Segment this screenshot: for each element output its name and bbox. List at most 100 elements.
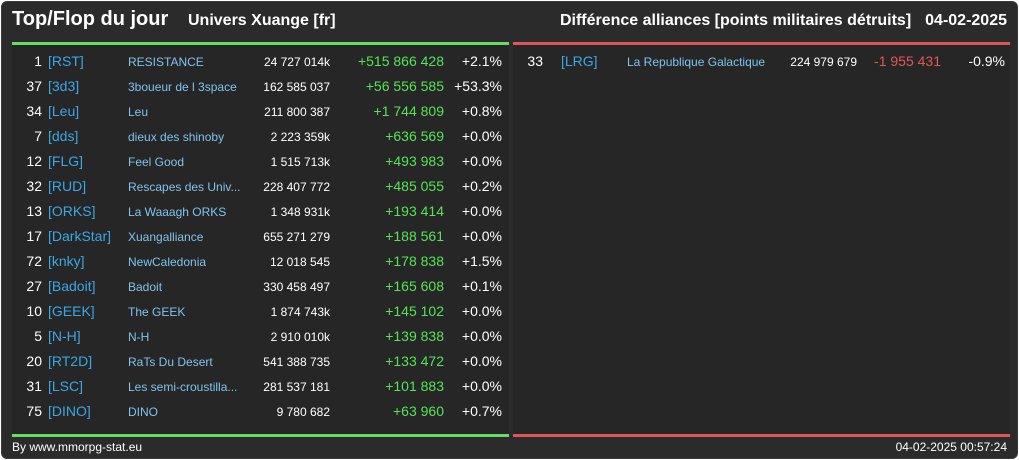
top-row: 20 [RT2D] RaTs Du Desert 541 388 735 +133 47… (12, 349, 509, 374)
universe-label: Univers Xuange [fr] (188, 12, 336, 29)
alliance-rank: 10 (26, 303, 42, 319)
alliance-diff: +193 414 (385, 203, 444, 219)
alliance-diff: +101 883 (385, 378, 444, 394)
alliance-rank: 31 (26, 378, 42, 394)
top-row: 34 [Leu] Leu 211 800 387 +1 744 809 +0.8% (12, 99, 509, 124)
alliance-rank: 75 (26, 403, 42, 419)
alliance-diff: +178 838 (385, 253, 444, 269)
alliance-rank: 12 (26, 153, 42, 169)
top-row: 1 [RST] RESISTANCE 24 727 014k +515 866 428 +… (12, 49, 509, 74)
alliance-name-link[interactable]: RESISTANCE (128, 55, 204, 69)
alliance-diff: +636 569 (385, 128, 444, 144)
alliance-points: 12 018 545 (269, 255, 330, 269)
alliance-pct: +0.0% (461, 153, 502, 169)
alliance-tag-link[interactable]: [GEEK] (48, 303, 95, 319)
alliance-tag-link[interactable]: [LSC] (48, 378, 84, 394)
alliance-points: 9 780 682 (276, 405, 330, 419)
alliance-diff: +1 744 809 (373, 103, 444, 119)
alliance-tag-link[interactable]: [3d3] (48, 78, 80, 94)
alliance-rank: 5 (34, 328, 42, 344)
alliance-pct: +0.8% (461, 103, 502, 119)
alliance-tag-link[interactable]: [dds] (48, 128, 79, 144)
alliance-rank: 13 (26, 203, 42, 219)
alliance-tag-link[interactable]: [N-H] (48, 328, 81, 344)
alliance-points: 224 979 679 (790, 55, 857, 69)
alliance-rank: 72 (26, 253, 42, 269)
top-row: 37 [3d3] 3boueur de l 3space 162 585 037 +56… (12, 74, 509, 99)
alliance-name-link[interactable]: 3boueur de l 3space (128, 80, 237, 94)
top-row: 7 [dds] dieux des shinoby 2 223 359k +636 56… (12, 124, 509, 149)
alliance-pct: +0.0% (461, 303, 502, 319)
alliance-pct: +0.0% (461, 378, 502, 394)
alliance-tag-link[interactable]: [RT2D] (48, 353, 93, 369)
alliance-rank: 33 (527, 53, 543, 69)
alliance-points: 1 348 931k (270, 205, 330, 219)
alliance-tag-link[interactable]: [Leu] (48, 103, 80, 119)
alliance-diff: +188 561 (385, 228, 444, 244)
flop-panel-bottom-border (513, 434, 1010, 437)
top-row: 10 [GEEK] The GEEK 1 874 743k +145 102 +0.0% (12, 299, 509, 324)
top-row: 75 [DINO] DINO 9 780 682 +63 960 +0.7% (12, 399, 509, 424)
top-row: 27 [Badoit] Badoit 330 458 497 +165 608 +0.1% (12, 274, 509, 299)
alliance-rank: 34 (26, 103, 42, 119)
alliance-diff: +56 556 585 (365, 78, 444, 94)
alliance-name-link[interactable]: RaTs Du Desert (128, 355, 213, 369)
alliance-pct: -0.9% (968, 53, 1005, 69)
alliance-diff: +133 472 (385, 353, 444, 369)
flop-panel-top-border (513, 42, 1010, 45)
alliance-points: 1 874 743k (270, 305, 330, 319)
page-title: Top/Flop du jour (12, 8, 169, 30)
alliance-tag-link[interactable]: [FLG] (48, 153, 84, 169)
alliance-points: 2 223 359k (270, 130, 330, 144)
alliance-rank: 32 (26, 178, 42, 194)
alliance-diff: +485 055 (385, 178, 444, 194)
alliance-tag-link[interactable]: [DarkStar] (48, 228, 112, 244)
alliance-name-link[interactable]: N-H (128, 330, 150, 344)
alliance-rank: 17 (26, 228, 42, 244)
alliance-points: 211 800 387 (264, 105, 330, 119)
alliance-tag-link[interactable]: [LRG] (561, 53, 598, 69)
top-row: 5 [N-H] N-H 2 910 010k +139 838 +0.0% (12, 324, 509, 349)
alliance-tag-link[interactable]: [RST] (48, 53, 84, 69)
alliance-pct: +0.1% (461, 278, 502, 294)
ranking-subtitle: Différence alliances [points militaires … (559, 12, 912, 29)
header-right: Différence alliances [points militaires … (560, 12, 1007, 30)
alliance-tag-link[interactable]: [Badoit] (48, 278, 96, 294)
alliance-name-link[interactable]: Les semi-croustilla... (128, 380, 238, 394)
alliance-pct: +53.3% (454, 78, 502, 94)
alliance-tag-link[interactable]: [RUD] (48, 178, 87, 194)
alliance-name-link[interactable]: The GEEK (128, 305, 186, 319)
top-row: 13 [ORKS] La Waaagh ORKS 1 348 931k +193 414… (12, 199, 509, 224)
flop-row: 33 [LRG] La Republique Galactique 224 979 6… (513, 49, 1010, 74)
alliance-name-link[interactable]: Badoit (128, 280, 163, 294)
alliance-diff: +165 608 (385, 278, 444, 294)
alliance-name-link[interactable]: La Republique Galactique (627, 55, 766, 69)
alliance-name-link[interactable]: DINO (128, 405, 158, 419)
footer-credit[interactable]: By www.mmorpg-stat.eu (12, 440, 143, 454)
alliance-name-link[interactable]: Feel Good (128, 155, 185, 169)
ranking-date: 04-02-2025 (925, 12, 1007, 29)
alliance-tag-link[interactable]: [knky] (48, 253, 85, 269)
alliance-diff: +493 983 (385, 153, 444, 169)
alliance-tag-link[interactable]: [DINO] (48, 403, 91, 419)
top-row: 17 [DarkStar] Xuangalliance 655 271 279 +188… (12, 224, 509, 249)
alliance-points: 281 537 181 (263, 380, 330, 394)
alliance-name-link[interactable]: Xuangalliance (128, 230, 204, 244)
top-panel-bottom-border (12, 434, 509, 437)
alliance-rank: 37 (26, 78, 42, 94)
top-panel: 1 [RST] RESISTANCE 24 727 014k +515 866 428 +… (12, 42, 509, 437)
alliance-rank: 20 (26, 353, 42, 369)
alliance-name-link[interactable]: Rescapes des Univ... (128, 180, 241, 194)
alliance-points: 655 271 279 (263, 230, 330, 244)
alliance-name-link[interactable]: dieux des shinoby (128, 130, 225, 144)
alliance-name-link[interactable]: Leu (128, 105, 149, 119)
footer-timestamp: 04-02-2025 00:57:24 (895, 440, 1007, 454)
alliance-points: 228 407 772 (263, 180, 330, 194)
alliance-name-link[interactable]: NewCaledonia (128, 255, 207, 269)
alliance-name-link[interactable]: La Waaagh ORKS (128, 205, 227, 219)
alliance-tag-link[interactable]: [ORKS] (48, 203, 96, 219)
flop-panel: 33 [LRG] La Republique Galactique 224 979 6… (513, 42, 1010, 437)
alliance-points: 162 585 037 (263, 80, 330, 94)
alliance-diff: +515 866 428 (357, 53, 444, 69)
